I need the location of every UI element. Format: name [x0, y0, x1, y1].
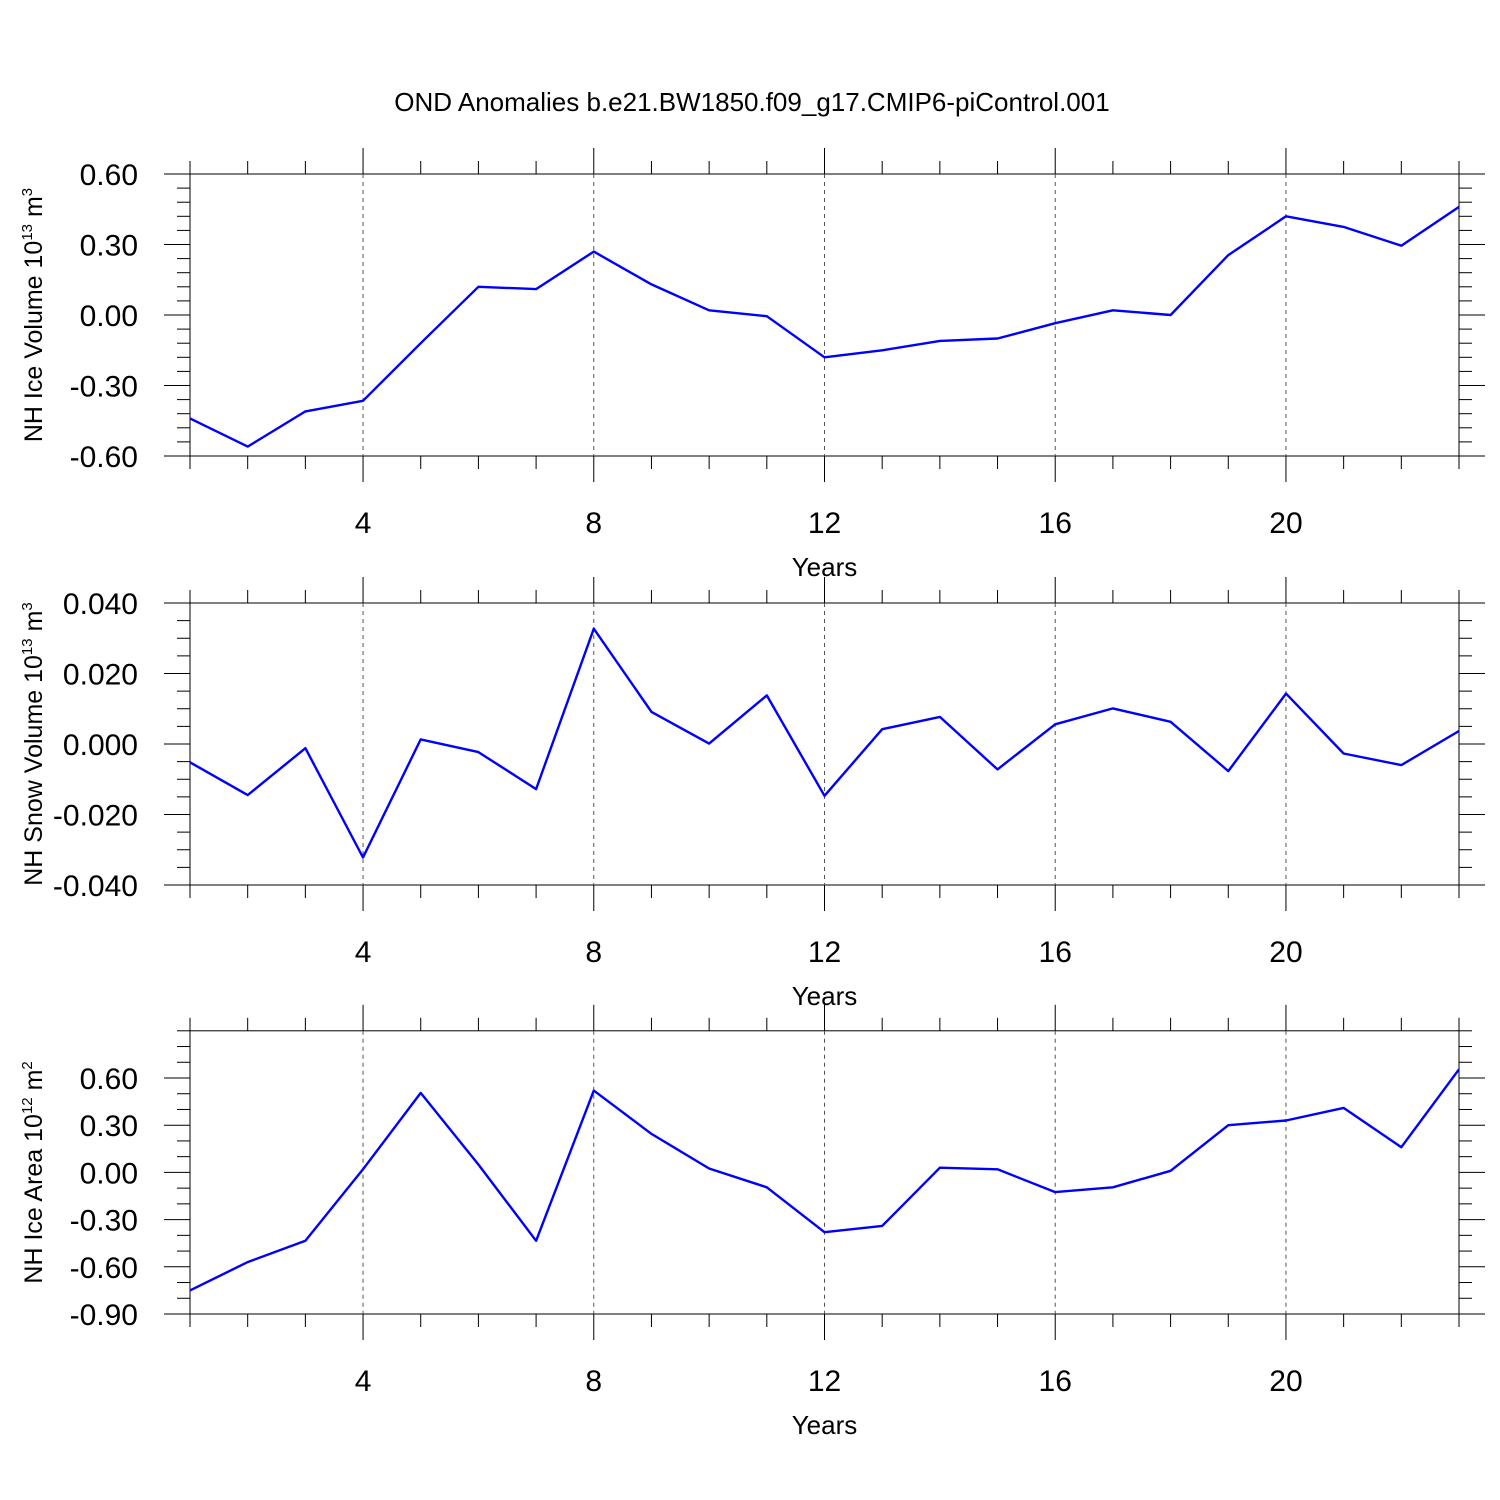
y-tick-label: 0.30	[80, 1110, 138, 1143]
y-label-text: NH Ice Volume 10	[20, 241, 48, 443]
y-tick-label: -0.60	[70, 441, 138, 474]
x-tick-label: 4	[355, 1365, 372, 1398]
x-tick-label: 4	[355, 507, 372, 540]
x-tick-label: 20	[1269, 1365, 1302, 1398]
y-tick-label: 0.020	[63, 659, 138, 692]
y-axis-label: NH Ice Area 1012 m2	[19, 1061, 48, 1283]
y-tick-label: 0.00	[80, 300, 138, 333]
x-tick-label: 12	[808, 1365, 841, 1398]
panels-container: 4 8 12 16 20 Years -0.60 -0.30 0.00 0.30 0.60 NH Ic…	[19, 148, 1485, 1440]
y-tick-label: -0.020	[53, 800, 138, 833]
y-label-unit: m	[20, 1070, 48, 1098]
y-label-unit: m	[20, 196, 48, 224]
y-label-exponent: 13	[19, 638, 36, 655]
x-tick-label: 4	[355, 936, 372, 969]
panel-ice-area: 4 8 12 16 20 Years -0.90 -0.60 -0.30 0.00 0.30 0.60…	[19, 1004, 1485, 1440]
x-tick-label: 12	[808, 507, 841, 540]
y-tick-label: 0.00	[80, 1157, 138, 1190]
figure-title: OND Anomalies b.e21.BW1850.f09_g17.CMIP6…	[394, 87, 1109, 117]
y-tick-label: 0.30	[80, 230, 138, 263]
x-tick-label: 16	[1039, 1365, 1072, 1398]
y-tick-label: -0.30	[70, 371, 138, 404]
y-label-text: NH Ice Area 10	[20, 1114, 48, 1284]
y-label-unit-exponent: 3	[19, 188, 36, 196]
y-tick-label: -0.040	[53, 870, 138, 903]
y-tick-label: -0.30	[70, 1205, 138, 1238]
y-tick-label: 0.60	[80, 1063, 138, 1096]
y-label-exponent: 12	[19, 1097, 36, 1114]
x-tick-label: 8	[585, 1365, 602, 1398]
y-tick-label: -0.60	[70, 1252, 138, 1285]
x-tick-label: 8	[585, 507, 602, 540]
y-axis-label: NH Snow Volume 1013 m3	[19, 602, 48, 886]
y-tick-label: 0.040	[63, 588, 138, 621]
x-tick-label: 16	[1039, 936, 1072, 969]
y-tick-label: 0.000	[63, 729, 138, 762]
x-tick-label: 12	[808, 936, 841, 969]
x-tick-label: 20	[1269, 507, 1302, 540]
y-label-exponent: 13	[19, 224, 36, 241]
x-tick-label: 20	[1269, 936, 1302, 969]
y-label-unit-exponent: 2	[19, 1061, 36, 1069]
y-label-unit: m	[20, 611, 48, 639]
series-line-snow-volume	[189, 627, 1460, 859]
y-tick-label: 0.60	[80, 159, 138, 192]
y-label-text: NH Snow Volume 10	[20, 655, 48, 886]
x-tick-label: 16	[1039, 507, 1072, 540]
panel-snow-volume: 4 8 12 16 20Years-0.040-0.0200.0000.0200.040…	[19, 577, 1485, 1011]
y-tick-label: -0.90	[70, 1299, 138, 1332]
x-tick-label: 8	[585, 936, 602, 969]
y-axis-label: NH Ice Volume 1013 m3	[19, 188, 48, 442]
y-label-unit-exponent: 3	[19, 602, 36, 610]
x-axis-label: Years	[792, 1410, 858, 1440]
